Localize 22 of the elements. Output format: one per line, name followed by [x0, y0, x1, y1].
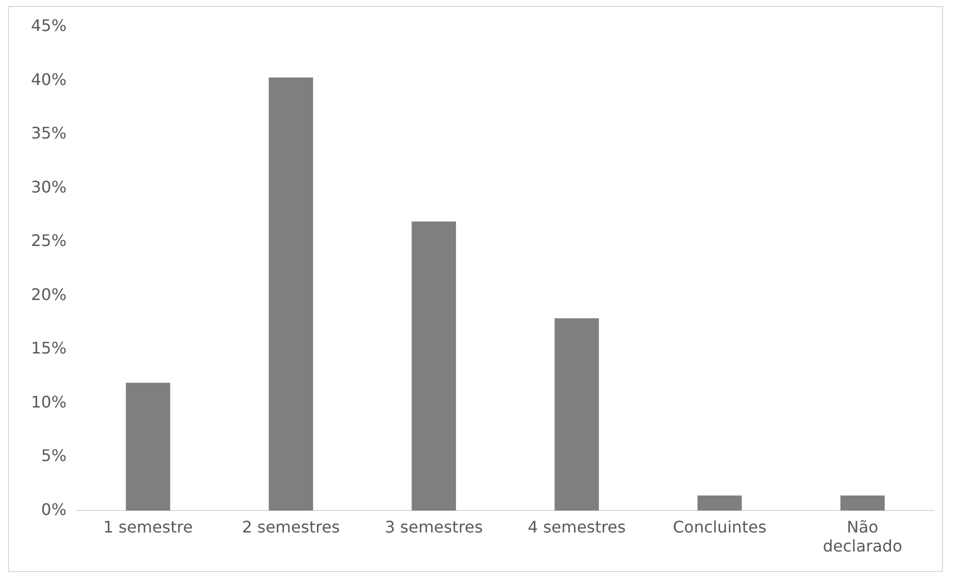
y-tick-label: 0%: [41, 500, 67, 519]
y-tick-label: 5%: [41, 446, 67, 466]
x-tick-label: Não declarado: [822, 517, 902, 556]
y-tick-label: 40%: [31, 70, 67, 89]
bar: [554, 318, 599, 511]
bar: [840, 496, 885, 511]
y-tick-label: 30%: [31, 177, 67, 196]
x-tick-label: 3 semestres: [384, 517, 483, 536]
bar: [126, 382, 170, 511]
bar: [697, 496, 742, 511]
y-tick-label: 25%: [31, 231, 67, 250]
y-tick-label: 20%: [31, 284, 67, 304]
bar: [412, 222, 456, 511]
y-tick-label: 35%: [31, 124, 67, 143]
x-tick-label: Concluintes: [672, 517, 766, 536]
bar: [268, 78, 314, 511]
y-tick-label: 10%: [31, 392, 67, 412]
y-tick-label: 15%: [31, 338, 67, 358]
y-tick-label: 45%: [31, 16, 67, 36]
x-tick-label: 2 semestres: [242, 517, 340, 536]
x-tick-label: 1 semestre: [103, 517, 193, 536]
x-tick-label: 4 semestres: [528, 517, 626, 536]
